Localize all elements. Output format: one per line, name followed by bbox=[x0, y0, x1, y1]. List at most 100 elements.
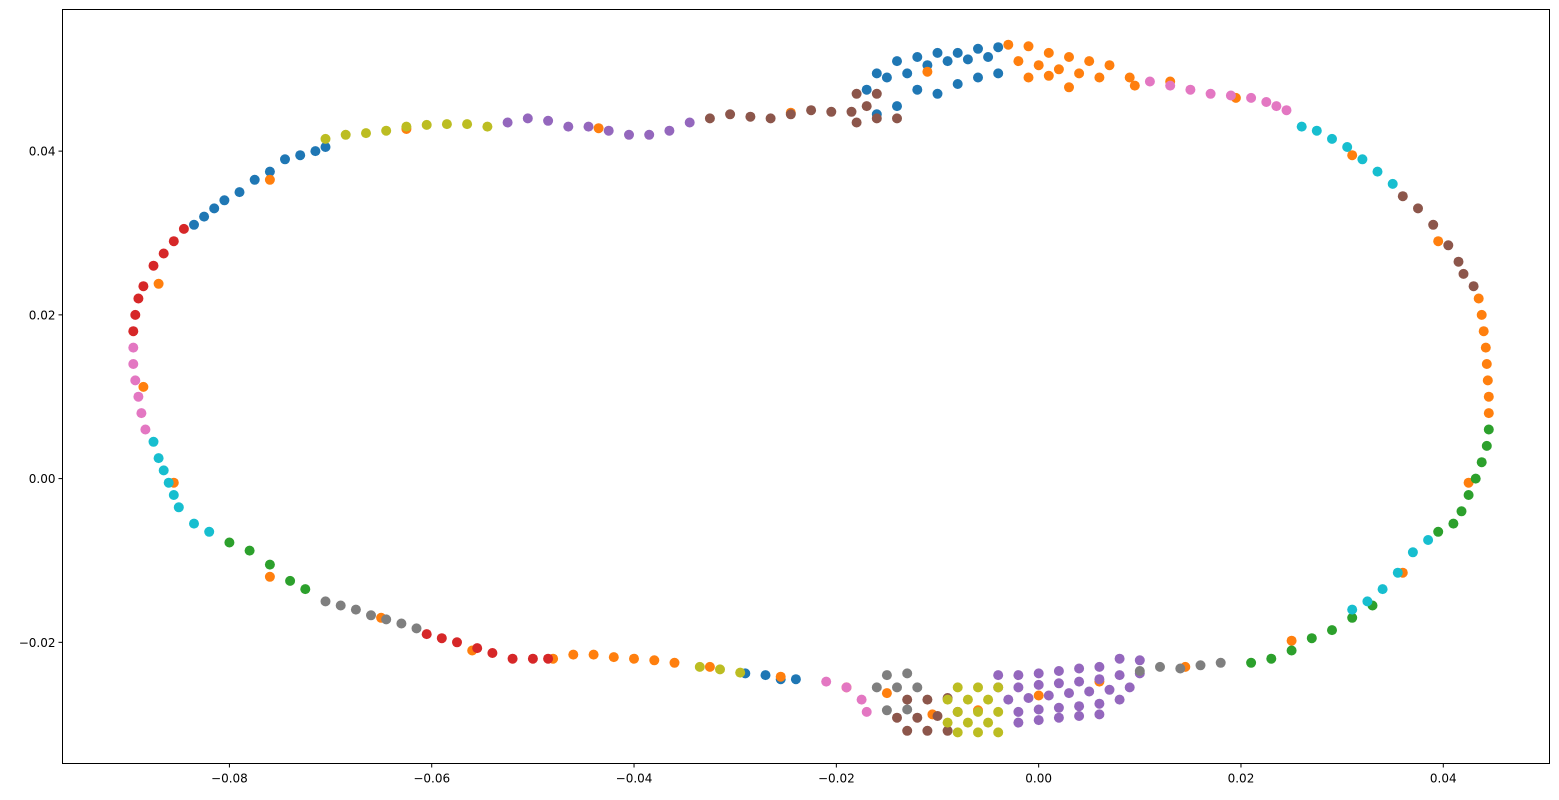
data-point bbox=[361, 128, 371, 139]
data-point bbox=[1215, 657, 1226, 668]
data-point bbox=[1407, 547, 1418, 558]
data-point bbox=[973, 682, 983, 693]
data-point bbox=[1053, 678, 1064, 689]
x-tick-label: −0.08 bbox=[211, 772, 248, 786]
data-point bbox=[902, 668, 913, 679]
data-point bbox=[952, 47, 963, 58]
data-point bbox=[1074, 711, 1085, 721]
data-point bbox=[1372, 166, 1383, 177]
data-point bbox=[684, 117, 695, 128]
data-point bbox=[1362, 596, 1373, 607]
data-point bbox=[1134, 655, 1145, 666]
data-point bbox=[1481, 359, 1492, 369]
data-point bbox=[1114, 653, 1125, 664]
data-point bbox=[1482, 375, 1493, 386]
data-point bbox=[851, 88, 862, 99]
data-point bbox=[704, 113, 715, 124]
data-point bbox=[285, 575, 296, 586]
data-point bbox=[669, 657, 680, 668]
data-point bbox=[775, 671, 786, 682]
plot-area bbox=[62, 9, 1550, 764]
data-point bbox=[421, 629, 432, 640]
data-point bbox=[892, 101, 902, 112]
data-point bbox=[881, 670, 892, 681]
data-point bbox=[1124, 682, 1135, 693]
data-point bbox=[902, 704, 913, 715]
data-point bbox=[153, 278, 164, 289]
data-point bbox=[189, 219, 199, 230]
data-point bbox=[340, 129, 351, 140]
data-point bbox=[790, 674, 801, 685]
data-point bbox=[1094, 661, 1105, 672]
data-point bbox=[568, 649, 579, 660]
data-point bbox=[1433, 526, 1444, 537]
data-point bbox=[962, 694, 973, 705]
data-point bbox=[608, 652, 619, 663]
data-point bbox=[1397, 191, 1408, 202]
y-axis-ticks: −0.02 0.00 0.02 0.04 bbox=[19, 145, 63, 650]
data-point bbox=[856, 694, 867, 705]
data-point bbox=[436, 633, 447, 644]
data-point bbox=[1342, 142, 1353, 152]
data-point bbox=[128, 359, 139, 369]
data-point bbox=[932, 711, 943, 721]
data-point bbox=[1347, 612, 1358, 623]
data-point bbox=[952, 727, 963, 738]
data-point bbox=[912, 682, 923, 693]
data-point bbox=[861, 84, 872, 95]
data-point bbox=[1023, 72, 1034, 83]
data-point bbox=[1377, 584, 1388, 595]
data-point bbox=[168, 236, 179, 247]
data-point bbox=[140, 424, 151, 435]
data-point bbox=[1114, 694, 1125, 705]
data-point bbox=[806, 105, 817, 116]
data-point bbox=[178, 223, 189, 234]
data-point bbox=[1357, 154, 1368, 165]
data-point bbox=[472, 643, 483, 654]
data-point bbox=[821, 676, 832, 687]
data-point bbox=[1387, 178, 1398, 189]
data-point bbox=[892, 113, 902, 124]
data-point bbox=[1481, 440, 1492, 451]
data-point bbox=[1463, 490, 1474, 500]
data-point bbox=[1074, 68, 1085, 79]
data-point bbox=[912, 712, 923, 723]
data-point bbox=[973, 43, 983, 54]
data-point bbox=[745, 111, 756, 122]
data-point bbox=[993, 727, 1004, 738]
data-point bbox=[1306, 633, 1317, 644]
data-point bbox=[1003, 694, 1014, 705]
data-point bbox=[952, 706, 963, 717]
data-point bbox=[1013, 706, 1024, 717]
data-point bbox=[1023, 693, 1034, 703]
data-point bbox=[138, 381, 149, 392]
data-point bbox=[846, 106, 857, 117]
y-tick-label: 0.04 bbox=[29, 145, 56, 159]
data-point bbox=[168, 490, 179, 500]
data-point bbox=[881, 688, 892, 699]
data-point bbox=[603, 125, 614, 136]
data-point bbox=[760, 670, 771, 681]
data-point bbox=[1013, 717, 1024, 728]
data-point bbox=[983, 717, 994, 728]
data-point bbox=[922, 725, 933, 736]
plot-frame bbox=[62, 9, 1550, 764]
data-point bbox=[1433, 236, 1444, 247]
data-point bbox=[158, 465, 169, 476]
data-point bbox=[133, 293, 144, 304]
data-point bbox=[1483, 391, 1494, 402]
data-point bbox=[1043, 47, 1054, 58]
x-tick-label: 0.02 bbox=[1228, 772, 1255, 786]
x-tick-label: −0.06 bbox=[413, 772, 450, 786]
data-point bbox=[1043, 70, 1054, 81]
data-point bbox=[1033, 715, 1044, 726]
data-point bbox=[1104, 684, 1115, 695]
data-point bbox=[993, 68, 1004, 79]
data-point bbox=[1453, 256, 1464, 267]
data-point bbox=[366, 610, 376, 621]
x-axis-ticks: −0.08 −0.06 −0.04 −0.02 0.00 0.02 0.04 bbox=[211, 763, 1457, 786]
data-point bbox=[871, 68, 882, 79]
data-point bbox=[871, 88, 882, 99]
data-point bbox=[148, 260, 159, 271]
